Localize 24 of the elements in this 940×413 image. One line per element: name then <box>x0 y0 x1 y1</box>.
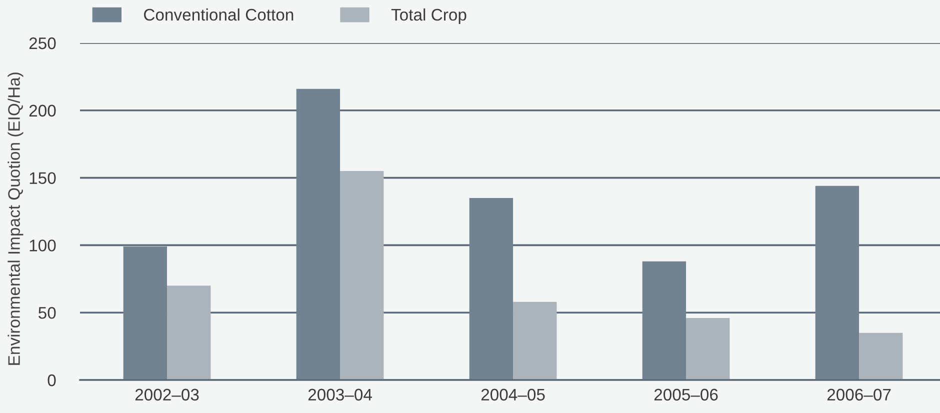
bar <box>642 261 686 380</box>
y-tick-label: 250 <box>29 37 56 50</box>
bar <box>859 332 903 380</box>
x-tick-label: 2005–06 <box>654 388 718 401</box>
bar <box>123 246 168 380</box>
y-tick-label: 0 <box>48 374 56 386</box>
bar <box>340 171 384 380</box>
y-tick-label: 50 <box>38 307 56 319</box>
x-tick-label: 2003–04 <box>308 388 372 401</box>
legend-label: Total Crop <box>391 8 466 24</box>
bar <box>686 318 730 380</box>
bar <box>469 198 514 380</box>
bar <box>296 88 340 380</box>
bar <box>513 302 557 380</box>
x-tick-label: 2002–03 <box>135 388 199 401</box>
y-axis-title: Environmental Impact Quotion (EIQ/Ha) <box>8 72 24 365</box>
legend-label: Conventional Cotton <box>144 8 294 21</box>
y-tick-label: 150 <box>30 172 56 184</box>
y-tick-label: 200 <box>29 104 56 117</box>
x-tick-label: 2006–07 <box>827 388 891 401</box>
y-tick-label: 100 <box>30 240 56 252</box>
bar <box>167 286 211 380</box>
bar <box>815 186 860 380</box>
x-tick-label: 2004–05 <box>481 388 545 401</box>
